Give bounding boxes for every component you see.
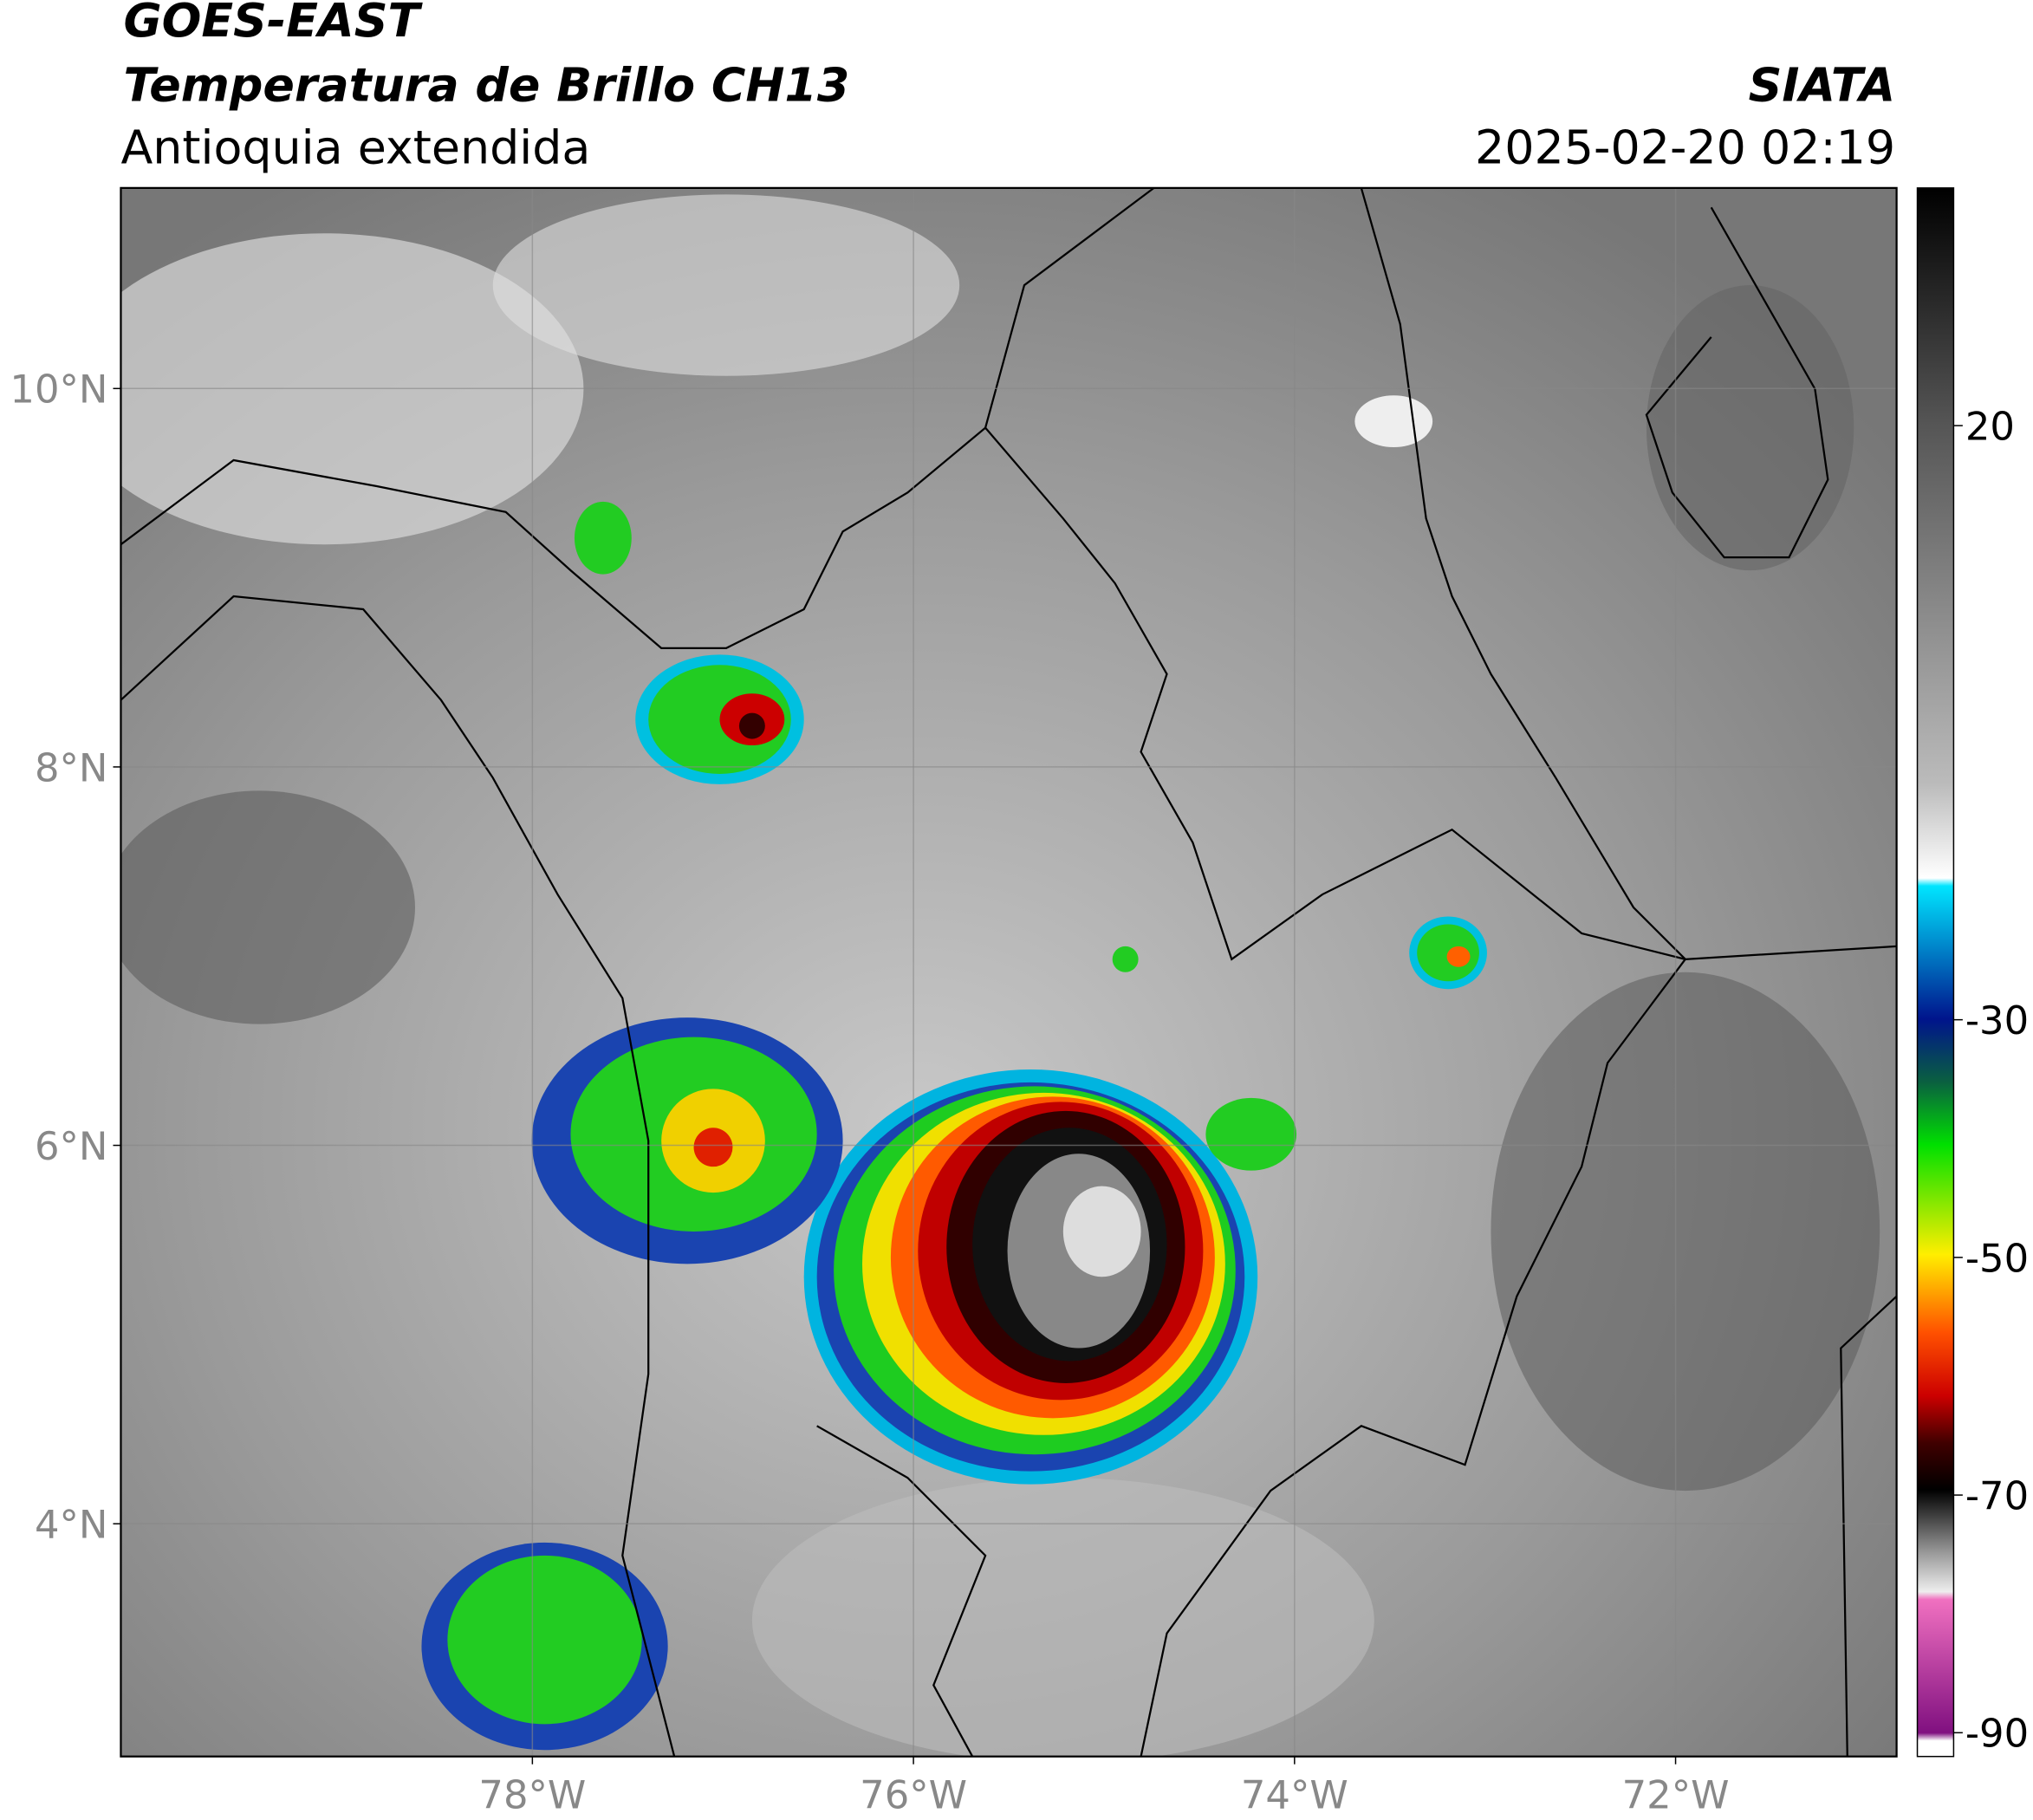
y-tick-label: 6°N [35, 1123, 108, 1169]
cloud-cells [421, 501, 1487, 1751]
agency: SIATA [1749, 58, 1896, 113]
storm [803, 1069, 1258, 1485]
grid [120, 187, 1897, 1757]
colorbar-tick-label: -90 [1965, 1711, 2029, 1757]
colorbar-tick-label: -50 [1965, 1235, 2029, 1281]
x-tick-label: 72°W [1622, 1772, 1730, 1818]
datetime: 2025-02-20 02:19 [1475, 120, 1895, 174]
y-tick-label: 8°N [35, 744, 108, 790]
x-tick-label: 74°W [1241, 1772, 1348, 1818]
colorbar [1916, 187, 1955, 1758]
borders [120, 187, 1897, 1757]
product: Temperatura de Brillo CH13 [123, 58, 849, 113]
x-tick-label: 76°W [860, 1772, 967, 1818]
x-tick-label: 78°W [478, 1772, 586, 1818]
source: GOES-EAST [123, 0, 423, 48]
satellite-image [120, 187, 1897, 1757]
y-tick-label: 4°N [35, 1502, 108, 1548]
colorbar-tick-label: 20 [1965, 404, 2015, 450]
region: Antioquia extendida [120, 120, 590, 174]
y-tick-label: 10°N [10, 367, 107, 413]
colorbar-tick-label: -30 [1965, 998, 2029, 1043]
map-frame [120, 186, 1898, 1758]
colorbar-tick-label: -70 [1965, 1473, 2029, 1519]
